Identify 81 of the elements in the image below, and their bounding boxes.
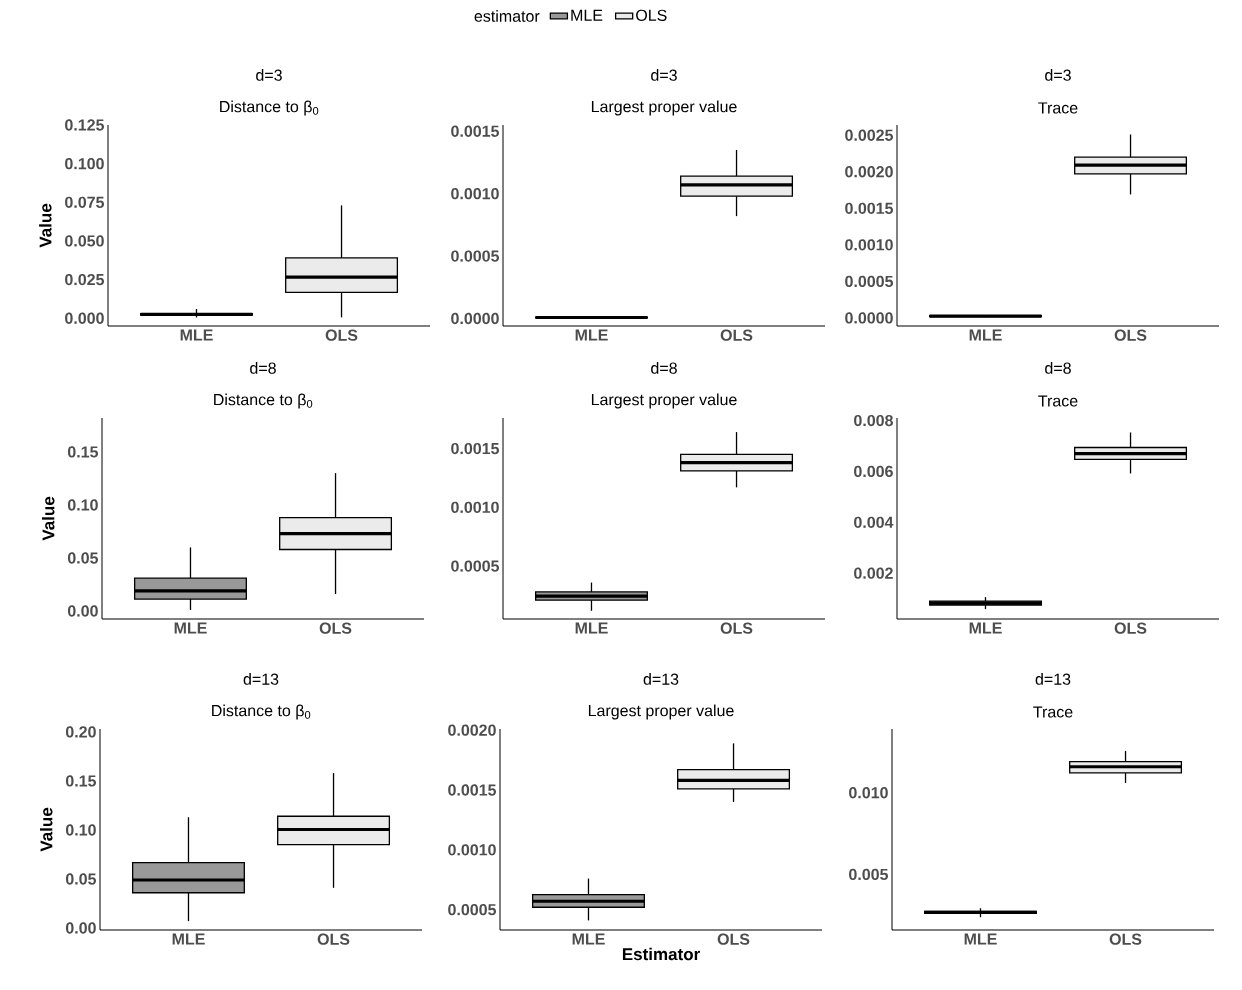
chart-title: d=13 (1035, 673, 1071, 685)
y-axis-title: Value (41, 496, 55, 541)
y-tick-label: 0.0000 (845, 312, 893, 324)
y-axis-title: Value (39, 807, 53, 852)
y-tick-label: 0.0020 (845, 166, 893, 178)
chart-title: d=3 (651, 69, 677, 81)
chart-subtitle: Largest proper value (591, 100, 737, 116)
chart-title: d=13 (243, 673, 279, 685)
y-tick-label: 0.0015 (451, 442, 500, 455)
y-tick-label: 0.10 (65, 824, 96, 836)
x-tick-label: MLE (969, 329, 1002, 341)
chart-title: d=8 (250, 362, 276, 374)
x-tick-label: MLE (964, 933, 997, 945)
y-tick-label: 0.006 (854, 465, 893, 478)
chart-subtitle: Distance to β$_{0}$ (220, 100, 319, 116)
chart-subtitle: Trace (1038, 102, 1078, 114)
y-tick-label: 0.050 (65, 235, 104, 247)
y-tick-label: 0.0005 (451, 250, 500, 262)
y-tick-label: 0.00 (67, 605, 98, 617)
y-tick-label: 0.0020 (448, 724, 496, 736)
x-tick-label: MLE (572, 933, 605, 945)
x-tick-label: MLE (180, 329, 213, 341)
y-tick-label: 0.15 (67, 446, 99, 458)
y-tick-label: 0.10 (67, 499, 98, 511)
chart-title: d=8 (651, 362, 677, 374)
x-tick-label: MLE (969, 622, 1002, 634)
y-tick-label: 0.0010 (451, 501, 499, 513)
chart-subtitle: Trace (1033, 706, 1073, 718)
x-axis-title: Estimator (622, 947, 700, 961)
y-tick-label: 0.000 (65, 312, 104, 324)
y-tick-label: 0.075 (65, 196, 105, 208)
chart-title: d=3 (1045, 69, 1071, 81)
y-tick-label: 0.20 (65, 726, 96, 738)
y-tick-label: 0.05 (65, 873, 97, 885)
y-tick-label: 0.0005 (451, 560, 500, 572)
y-tick-label: 0.025 (65, 273, 105, 286)
chart-subtitle: Largest proper value (588, 704, 734, 720)
y-tick-label: 0.0015 (451, 125, 500, 137)
legend-title: estimator (474, 10, 540, 22)
x-tick-label: OLS (720, 329, 753, 341)
y-tick-label: 0.0010 (845, 239, 893, 251)
chart-subtitle: Trace (1038, 395, 1078, 407)
x-tick-label: OLS (1114, 622, 1147, 634)
y-tick-label: 0.0015 (448, 784, 497, 796)
legend-label: OLS (636, 9, 667, 21)
x-tick-label: OLS (720, 622, 753, 634)
y-tick-label: 0.004 (854, 516, 894, 528)
y-tick-label: 0.0005 (845, 275, 894, 288)
x-tick-label: MLE (172, 933, 205, 945)
y-tick-label: 0.00 (65, 922, 96, 934)
x-tick-label: OLS (317, 933, 350, 945)
x-tick-label: MLE (575, 622, 608, 634)
chart-subtitle: Distance to β$_{0}$ (214, 393, 313, 409)
y-tick-label: 0.002 (854, 567, 893, 579)
y-tick-label: 0.125 (65, 119, 105, 131)
y-axis-title: Value (39, 203, 52, 248)
y-tick-label: 0.0025 (845, 129, 894, 141)
legend-label: MLE (571, 9, 603, 21)
y-tick-label: 0.0005 (448, 903, 497, 916)
x-tick-label: OLS (1109, 933, 1142, 945)
y-tick-label: 0.008 (854, 414, 893, 427)
y-tick-label: 0.15 (65, 775, 97, 787)
chart-title: d=13 (643, 673, 679, 685)
y-tick-label: 0.0010 (451, 187, 499, 200)
x-tick-label: OLS (319, 622, 352, 634)
x-tick-label: OLS (717, 933, 750, 945)
y-tick-label: 0.010 (849, 787, 888, 799)
x-tick-label: MLE (174, 622, 207, 634)
y-tick-label: 0.005 (849, 868, 889, 881)
y-tick-label: 0.0015 (845, 202, 894, 214)
y-tick-label: 0.100 (65, 157, 104, 170)
y-tick-label: 0.0010 (448, 844, 496, 856)
y-tick-label: 0.05 (67, 552, 99, 564)
chart-subtitle: Distance to β$_{0}$ (212, 704, 311, 720)
chart-title: d=3 (256, 69, 282, 81)
chart-title: d=8 (1045, 362, 1071, 374)
y-tick-label: 0.0000 (451, 312, 499, 325)
chart-subtitle: Largest proper value (591, 393, 737, 409)
x-tick-label: MLE (575, 329, 608, 341)
x-tick-label: OLS (1114, 329, 1147, 341)
x-tick-label: OLS (325, 329, 358, 341)
